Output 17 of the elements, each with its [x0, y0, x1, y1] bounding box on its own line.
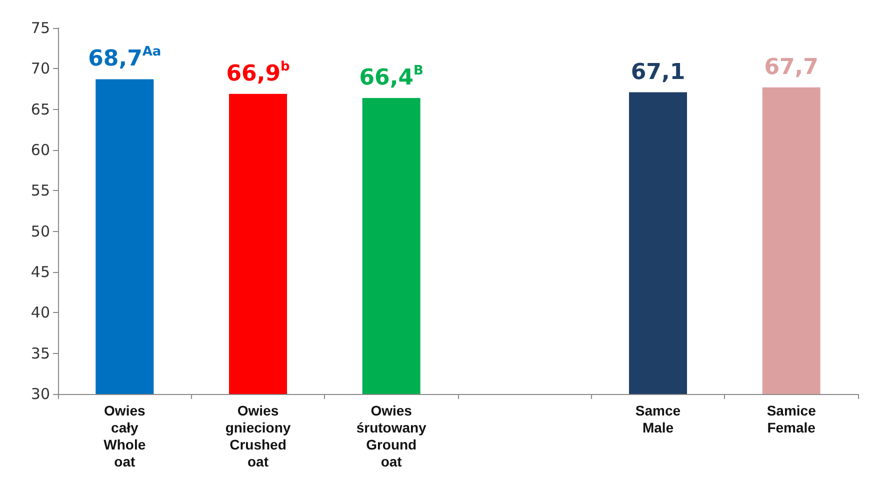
x-tick-label: Samce Male	[635, 402, 681, 436]
y-tick-label: 45	[30, 263, 50, 281]
y-tick-label: 75	[30, 19, 50, 37]
y-tick-label: 35	[30, 344, 50, 362]
y-tick-label: 50	[30, 222, 50, 240]
y-tick-label: 60	[30, 141, 50, 159]
y-tick-label: 55	[30, 182, 50, 200]
y-tick-label: 30	[30, 385, 50, 403]
y-tick-label: 70	[30, 60, 50, 78]
x-tick-label: Owies gnieciony Crushed oat	[225, 402, 291, 470]
x-tick-label: Samice Female	[766, 402, 816, 436]
x-tick-label: Owies śrutowany Ground oat	[356, 402, 427, 470]
data-label: 67,1	[630, 60, 686, 85]
y-tick-label: 40	[30, 304, 50, 322]
data-label: 67,7	[764, 54, 818, 80]
x-tick-label: Owies cały Whole oat	[104, 402, 146, 470]
y-tick-label: 65	[30, 100, 50, 118]
